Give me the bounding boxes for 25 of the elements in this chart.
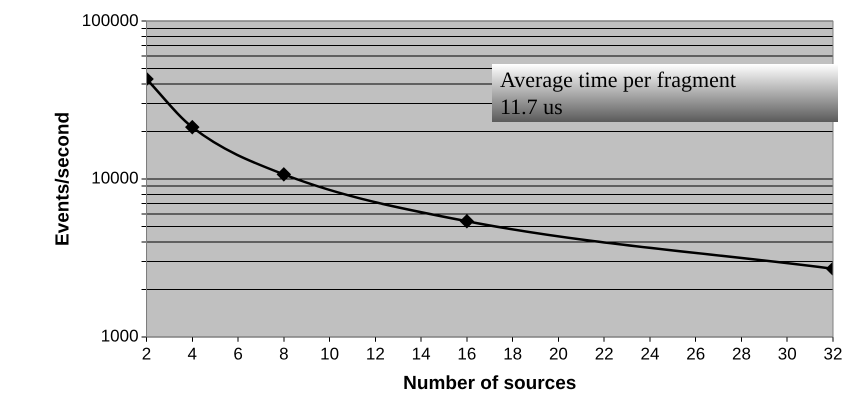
y-axis-title: Events/second: [52, 112, 74, 246]
x-tick-label: 24: [640, 344, 660, 364]
x-tick-label: 30: [778, 344, 797, 364]
x-tick-label: 18: [503, 344, 522, 364]
x-tick-label: 26: [686, 344, 706, 364]
x-tick-label: 6: [233, 344, 243, 364]
y-tick-label: 1000: [100, 326, 139, 346]
text-box: Average time per fragment 11.7 us: [492, 64, 838, 122]
x-tick-label: 4: [188, 344, 198, 364]
x-tick-label: 16: [457, 344, 476, 364]
y-tick-label: 100000: [82, 10, 139, 30]
x-tick-label: 12: [366, 344, 385, 364]
x-tick-label: 14: [412, 344, 431, 364]
x-tick-label: 22: [594, 344, 614, 364]
x-tick-label: 2: [142, 344, 152, 364]
point: [277, 168, 291, 182]
y-tick-label: 10000: [91, 168, 139, 188]
x-tick-label: 20: [548, 344, 568, 364]
x-axis-title: Number of sources: [403, 372, 576, 394]
x-tick-label: 28: [732, 344, 751, 364]
x-tick-label: 32: [824, 344, 842, 364]
x-tick-label: 10: [320, 344, 340, 364]
point: [460, 214, 474, 228]
point: [186, 120, 200, 134]
x-tick-label: 8: [279, 344, 289, 364]
